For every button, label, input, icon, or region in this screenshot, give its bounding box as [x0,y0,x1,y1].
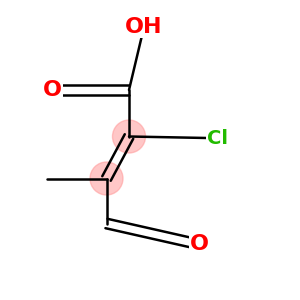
Text: OH: OH [125,17,163,37]
Text: O: O [190,235,209,254]
Circle shape [112,120,146,153]
Text: Cl: Cl [207,128,228,148]
Circle shape [90,162,123,195]
Text: O: O [43,80,62,100]
